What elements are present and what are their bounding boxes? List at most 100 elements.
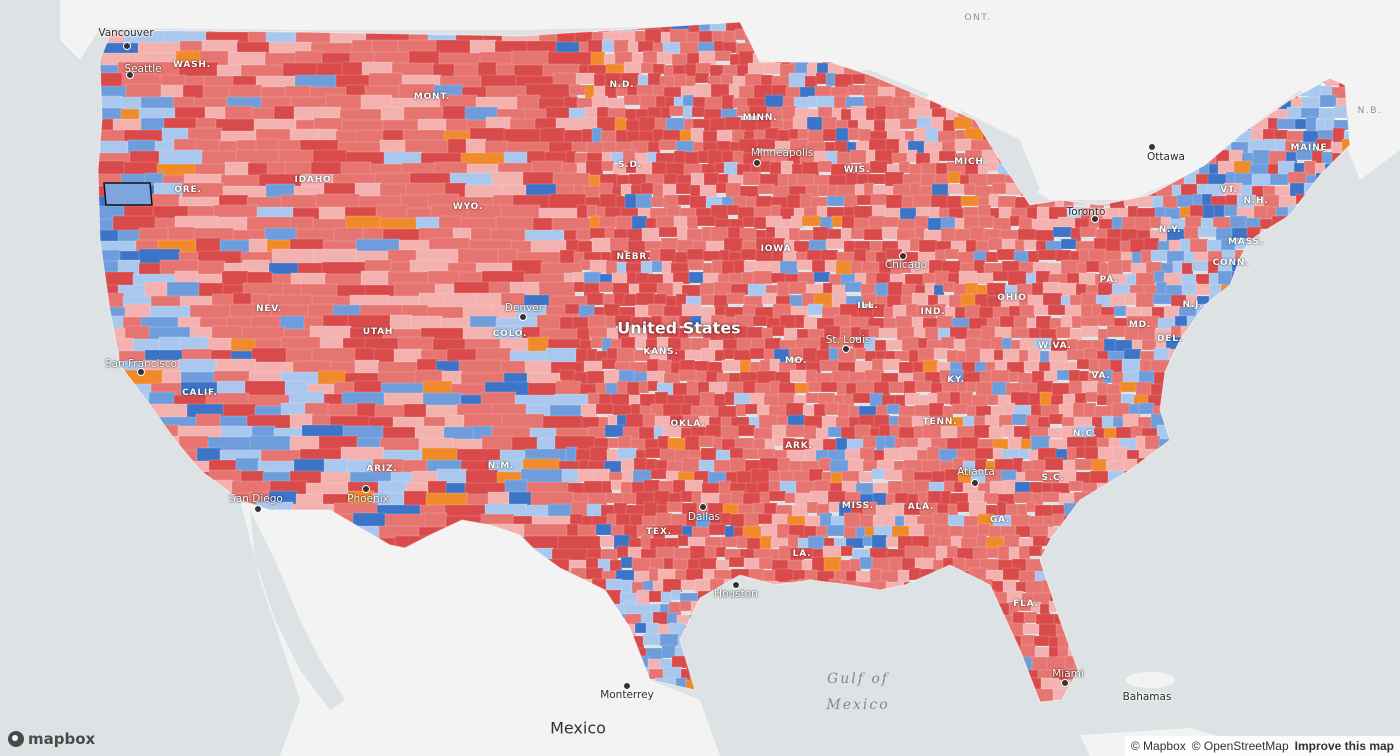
county-shape[interactable] (1097, 314, 1116, 327)
county-shape[interactable] (1032, 535, 1048, 547)
county-shape[interactable] (871, 468, 886, 480)
county-shape[interactable] (610, 524, 626, 537)
county-shape[interactable] (698, 435, 715, 448)
county-shape[interactable] (1075, 446, 1087, 459)
county-shape[interactable] (849, 558, 862, 573)
county-shape[interactable] (1286, 130, 1305, 142)
county-shape[interactable] (601, 160, 615, 172)
county-shape[interactable] (787, 414, 806, 427)
county-shape[interactable] (788, 281, 808, 295)
county-shape[interactable] (595, 523, 613, 536)
county-shape[interactable] (1135, 435, 1147, 451)
county-shape[interactable] (936, 391, 952, 405)
county-shape[interactable] (604, 315, 617, 329)
county-shape[interactable] (874, 105, 888, 121)
county-shape[interactable] (1136, 195, 1154, 208)
county-shape[interactable] (642, 633, 662, 646)
county-shape[interactable] (954, 228, 972, 242)
county-shape[interactable] (991, 182, 1008, 195)
county-shape[interactable] (644, 447, 662, 459)
county-shape[interactable] (885, 536, 900, 548)
county-shape[interactable] (1066, 349, 1086, 361)
county-shape[interactable] (1083, 402, 1097, 419)
county-shape[interactable] (591, 127, 603, 144)
county-shape[interactable] (951, 403, 969, 415)
county-shape[interactable] (790, 215, 804, 229)
county-shape[interactable] (626, 271, 638, 285)
county-shape[interactable] (685, 513, 698, 528)
county-shape[interactable] (714, 162, 726, 174)
county-shape[interactable] (698, 30, 714, 44)
county-shape[interactable] (996, 248, 1016, 261)
county-shape[interactable] (1197, 226, 1218, 238)
county-shape[interactable] (757, 183, 775, 195)
county-shape[interactable] (711, 259, 724, 275)
county-shape[interactable] (598, 216, 618, 229)
county-shape[interactable] (660, 591, 673, 604)
county-shape[interactable] (929, 150, 941, 165)
county-shape[interactable] (820, 381, 839, 393)
county-shape[interactable] (1060, 238, 1078, 250)
county-shape[interactable] (620, 183, 633, 196)
county-shape[interactable] (1044, 457, 1065, 471)
county-shape[interactable] (729, 513, 746, 528)
county-shape[interactable] (844, 491, 862, 504)
county-shape[interactable] (1013, 491, 1034, 504)
county-shape[interactable] (854, 347, 867, 360)
county-shape[interactable] (675, 182, 692, 195)
county-shape[interactable] (763, 502, 778, 515)
county-shape[interactable] (881, 226, 899, 240)
county-shape[interactable] (778, 382, 797, 395)
county-shape[interactable] (973, 424, 991, 439)
county-shape[interactable] (923, 229, 943, 242)
county-shape[interactable] (1017, 600, 1033, 612)
county-shape[interactable] (720, 536, 739, 548)
county-shape[interactable] (679, 129, 693, 142)
county-shape[interactable] (872, 515, 884, 527)
county-shape[interactable] (976, 284, 989, 296)
county-shape[interactable] (662, 403, 683, 417)
county-shape[interactable] (960, 195, 980, 207)
county-shape[interactable] (1135, 272, 1156, 286)
county-shape[interactable] (862, 535, 874, 547)
county-shape[interactable] (986, 295, 1003, 309)
county-shape[interactable] (1080, 207, 1092, 220)
county-shape[interactable] (994, 359, 1009, 371)
county-shape[interactable] (806, 116, 824, 132)
county-shape[interactable] (590, 336, 604, 349)
county-shape[interactable] (988, 426, 1004, 441)
county-shape[interactable] (1076, 358, 1091, 370)
county-shape[interactable] (736, 535, 749, 549)
county-shape[interactable] (1333, 105, 1349, 119)
county-shape[interactable] (576, 97, 594, 109)
county-shape[interactable] (909, 237, 921, 252)
county-shape[interactable] (974, 458, 988, 471)
county-shape[interactable] (899, 207, 918, 221)
county-shape[interactable] (1122, 413, 1140, 428)
county-shape[interactable] (953, 116, 974, 130)
county-shape[interactable] (601, 480, 613, 495)
county-shape[interactable] (862, 84, 880, 97)
county-shape[interactable] (862, 435, 878, 449)
county-shape[interactable] (865, 250, 878, 263)
county-shape[interactable] (612, 404, 633, 416)
county-shape[interactable] (595, 403, 615, 415)
county-shape[interactable] (851, 73, 867, 85)
county-shape[interactable] (849, 149, 868, 164)
county-shape[interactable] (687, 326, 705, 338)
county-shape[interactable] (679, 600, 693, 612)
county-shape[interactable] (615, 83, 629, 97)
county-shape[interactable] (826, 524, 846, 537)
county-shape[interactable] (825, 238, 846, 250)
county-shape[interactable] (835, 127, 850, 143)
county-shape[interactable] (789, 138, 809, 155)
county-shape[interactable] (752, 315, 769, 327)
county-shape[interactable] (1005, 503, 1019, 517)
county-shape[interactable] (1124, 326, 1140, 341)
county-shape[interactable] (868, 325, 881, 339)
county-shape[interactable] (943, 480, 956, 493)
county-shape[interactable] (721, 260, 736, 275)
county-shape[interactable] (1052, 226, 1073, 238)
county-shape[interactable] (895, 105, 911, 121)
